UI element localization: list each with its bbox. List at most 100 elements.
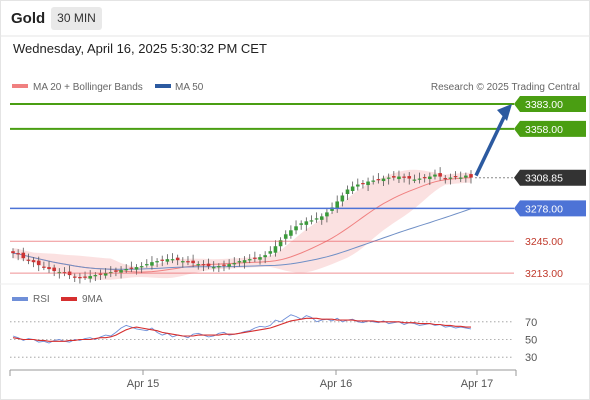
candle-body <box>407 176 412 179</box>
candle-body <box>139 266 144 268</box>
candle-body <box>422 177 427 179</box>
target-level-tag <box>514 120 586 137</box>
candle-body <box>47 267 51 270</box>
candle-body <box>283 234 288 239</box>
candle-body <box>376 179 381 181</box>
timeframe-button[interactable]: 30 MIN <box>51 7 102 30</box>
candle-body <box>83 276 87 278</box>
candle-body <box>294 226 298 231</box>
candle-body <box>232 263 237 265</box>
candle-body <box>134 267 139 270</box>
candle-body <box>52 267 56 272</box>
candle-body <box>412 179 417 181</box>
candle-body <box>443 178 448 180</box>
target-level-label: 3358.00 <box>525 124 563 136</box>
current-level-tag <box>514 169 586 186</box>
candle-body <box>386 177 391 179</box>
research-credit: Research © 2025 Trading Central <box>431 82 580 93</box>
rsi-legend-swatch <box>12 297 28 301</box>
candle-body <box>464 175 468 178</box>
candle-body <box>402 176 406 178</box>
rsi-legend-label: RSI <box>33 294 50 305</box>
rsi-line <box>12 314 472 344</box>
candle-body <box>191 260 195 264</box>
ma50-legend-label: MA 50 <box>175 82 204 93</box>
candle-body <box>263 255 267 258</box>
candle-body <box>237 261 242 263</box>
candle-body <box>93 275 98 277</box>
candle-body <box>345 189 350 194</box>
asset-title: Gold <box>11 10 46 27</box>
candle-body <box>170 259 175 261</box>
candle-body <box>42 266 46 268</box>
candle-body <box>289 230 293 236</box>
candle-body <box>103 273 108 276</box>
candle-body <box>366 181 370 186</box>
current-level-label: 3308.85 <box>525 173 563 185</box>
x-axis-ticks: Apr 15 Apr 16 Apr 17 <box>127 370 493 390</box>
candle-body <box>314 218 319 220</box>
candle-body <box>114 270 118 272</box>
candle-body <box>78 277 82 279</box>
rsi-pane: 70 50 30 <box>10 314 537 364</box>
candle-body <box>417 178 422 180</box>
ma50-legend-swatch <box>155 84 171 88</box>
candle-body <box>129 267 134 269</box>
candle-body <box>211 267 216 269</box>
candle-body <box>304 221 309 225</box>
candle-body <box>247 259 252 261</box>
candle-body <box>278 240 283 247</box>
candle-body <box>21 252 26 259</box>
support-level-label: 3245.00 <box>525 236 563 248</box>
candle-body <box>201 264 206 266</box>
candle-body <box>448 177 453 179</box>
candle-body <box>253 257 257 259</box>
candle-body <box>222 264 226 266</box>
candle-body <box>268 251 273 254</box>
target-level-label: 3383.00 <box>525 99 563 111</box>
x-tick-label: Apr 17 <box>461 378 493 390</box>
candle-body <box>397 176 401 180</box>
x-tick-label: Apr 16 <box>320 378 352 390</box>
candle-body <box>160 259 165 261</box>
candle-body <box>31 260 36 263</box>
price-pane: 3383.00 3358.00 3308.85 3278.00 3245.00 3213.… <box>10 95 586 285</box>
candle-body <box>361 183 365 185</box>
support-level-label: 3213.00 <box>525 268 563 280</box>
candle-body <box>144 264 149 266</box>
ma20-legend-swatch <box>12 84 28 88</box>
ma50-line <box>12 208 472 270</box>
candle-body <box>438 173 442 177</box>
candle-body <box>16 253 20 255</box>
candle-body <box>206 263 211 267</box>
candle-body <box>469 174 473 178</box>
candle-body <box>433 174 437 177</box>
rsi-ma-line <box>12 317 471 342</box>
candle-body <box>350 186 355 191</box>
rsi-tick-label: 50 <box>525 335 537 347</box>
candle-body <box>72 276 77 278</box>
candle-body <box>217 266 221 268</box>
candle-body <box>26 259 31 261</box>
candle-body <box>36 260 41 266</box>
candle-body <box>335 201 340 209</box>
rsi-tick-label: 70 <box>525 317 537 329</box>
candle-body <box>453 176 458 178</box>
candle-body <box>196 264 201 266</box>
projection-arrow-shaft <box>474 112 508 177</box>
rsi-ma-legend-swatch <box>61 297 77 301</box>
datetime-label: Wednesday, April 16, 2025 5:30:32 PM CET <box>13 41 267 56</box>
bollinger-band <box>13 169 471 280</box>
pivot-level-tag <box>514 200 586 217</box>
ma20-legend-label: MA 20 + Bollinger Bands <box>33 82 143 93</box>
candle-body <box>175 257 180 261</box>
candle-body <box>273 246 278 253</box>
rsi-tick-label: 30 <box>525 352 537 364</box>
candle-body <box>98 273 103 275</box>
candle-body <box>155 261 159 263</box>
candle-body <box>371 180 376 182</box>
candle-body <box>11 251 15 254</box>
candle-body <box>325 212 329 217</box>
candle-body <box>227 264 231 267</box>
